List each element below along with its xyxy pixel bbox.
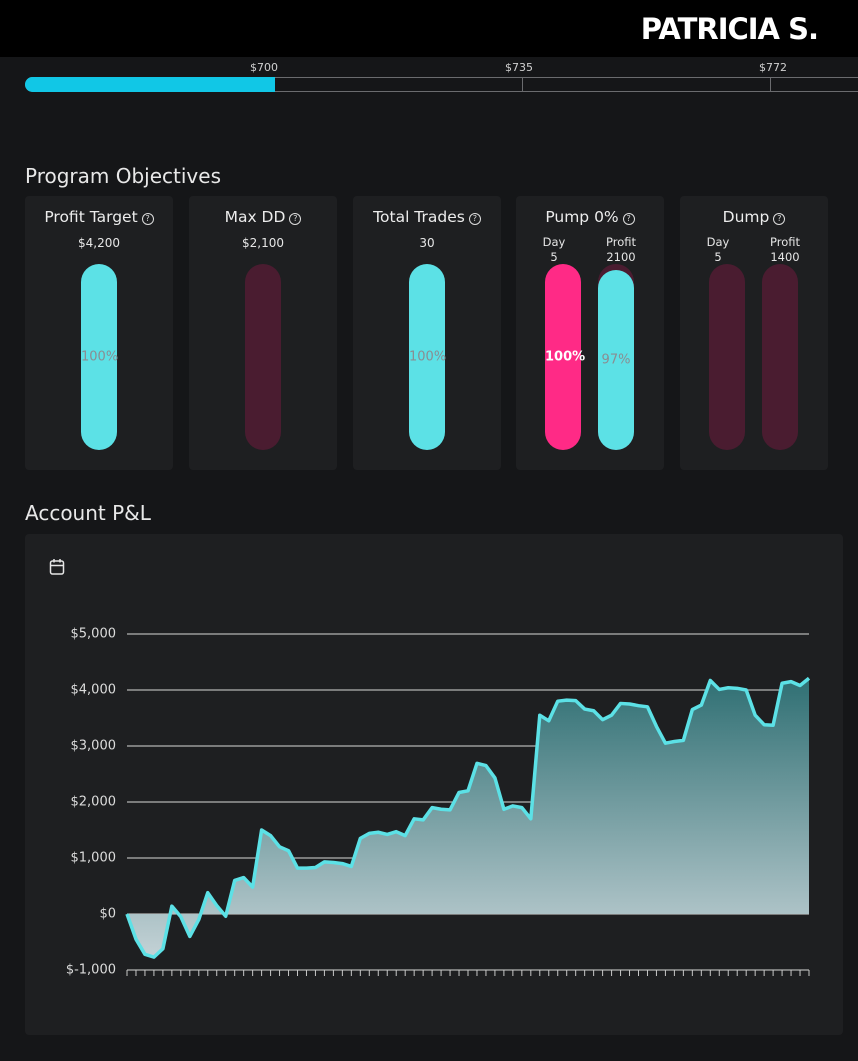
progress-fill (25, 77, 275, 92)
profit-label: Profit (606, 235, 636, 249)
card-title: Pump 0% (545, 208, 619, 226)
progress-tick (522, 77, 523, 92)
profit-pill: 97% (598, 270, 634, 450)
day-label: Day (706, 235, 730, 249)
progress-tick (770, 77, 771, 92)
day-pill (709, 264, 745, 450)
pill-percent: 100% (409, 349, 447, 365)
y-tick-label: $2,000 (70, 794, 117, 810)
day-value: 5 (550, 250, 558, 264)
pnl-chart-panel: $5,000 $4,000 $3,000 $2,000 $1,000 $0 $-1,000 (25, 534, 843, 1035)
card-title: Max DD (224, 208, 286, 226)
progress-tick-label: $700 (250, 61, 278, 74)
y-tick-label: $5,000 (70, 626, 117, 642)
pnl-area (127, 678, 809, 958)
progress-tick-label: $735 (505, 61, 533, 74)
y-tick-label: $3,000 (70, 738, 117, 754)
card-value: $2,100 (242, 236, 284, 250)
profit-value: 1400 (770, 250, 800, 264)
card-title: Dump (722, 208, 770, 226)
y-tick-label: $4,000 (70, 682, 117, 698)
top-bar: PATRICIA S. (0, 0, 858, 57)
y-tick-label: $-1,000 (65, 962, 116, 978)
pnl-title: Account P&L (25, 501, 151, 525)
calendar-icon[interactable] (49, 558, 65, 576)
objective-card-max-dd: Max DD? $2,100 (189, 196, 337, 470)
profit-pill (762, 264, 798, 450)
objective-card-dump: Dump? Day 5 Profit 1400 (680, 196, 828, 470)
card-value: 30 (419, 236, 435, 250)
objective-card-total-trades: Total Trades? 30 100% (353, 196, 501, 470)
progress-tick-label: $772 (759, 61, 787, 74)
help-icon[interactable]: ? (468, 213, 481, 225)
progress-pill: 100% (81, 264, 119, 450)
day-label: Day (542, 235, 566, 249)
card-title: Profit Target (44, 208, 138, 226)
objective-card-pump: Pump 0%? Day 5 Profit 2100 100% 97% (516, 196, 664, 470)
card-title: Total Trades (373, 208, 465, 226)
help-icon[interactable]: ? (773, 213, 786, 225)
objectives-title: Program Objectives (25, 164, 221, 188)
help-icon[interactable]: ? (622, 213, 635, 225)
day-value: 5 (714, 250, 722, 264)
y-tick-label: $1,000 (70, 850, 117, 866)
progress-pill: 100% (409, 264, 447, 450)
help-icon[interactable]: ? (141, 213, 154, 225)
progress-bar: $700 $735 $772 (25, 60, 858, 100)
pnl-line (125, 676, 811, 959)
profit-label: Profit (770, 235, 800, 249)
pill-percent: 97% (601, 352, 631, 368)
card-value: $4,200 (78, 236, 120, 250)
profit-value: 2100 (606, 250, 636, 264)
pnl-chart (125, 633, 811, 976)
y-tick-label: $0 (99, 906, 116, 922)
objective-card-profit-target: Profit Target? $4,200 100% (25, 196, 173, 470)
user-name[interactable]: PATRICIA S. (640, 12, 819, 46)
pill-percent: 100% (545, 349, 586, 365)
help-icon[interactable]: ? (289, 213, 302, 225)
day-pill: 100% (545, 264, 586, 450)
pill-percent: 100% (81, 349, 119, 365)
progress-pill (245, 264, 281, 450)
